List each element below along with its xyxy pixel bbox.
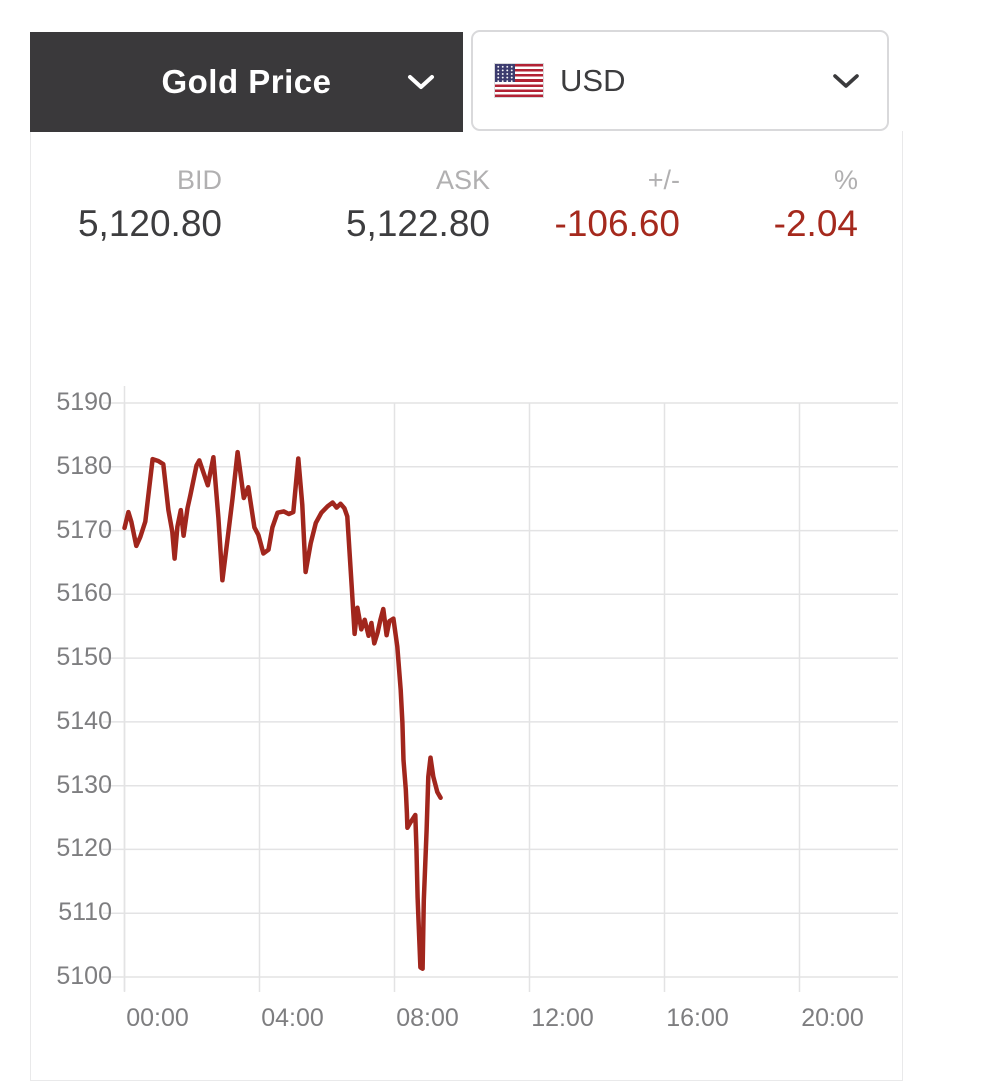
y-tick-label: 5170	[56, 515, 112, 544]
bid-label: BID	[176, 165, 222, 195]
quote-ask: ASK 5,122.80	[222, 166, 490, 243]
x-tick-label: 00:00	[126, 1004, 189, 1032]
y-tick-label: 5130	[56, 770, 112, 799]
quote-percent: % -2.04	[680, 166, 858, 243]
ask-value: 5,122.80	[345, 203, 490, 244]
chevron-down-icon	[407, 74, 435, 90]
y-tick-label: 5100	[56, 962, 112, 990]
quote-change: +/- -106.60	[490, 165, 681, 244]
x-tick-label: 16:00	[666, 1004, 729, 1032]
metal-selector-dropdown[interactable]: Gold Price	[30, 32, 463, 132]
x-tick-label: 08:00	[396, 1004, 459, 1032]
x-tick-label: 04:00	[261, 1004, 324, 1032]
quote-bid: BID 5,120.80	[30, 166, 222, 243]
x-tick-label: 20:00	[801, 1004, 864, 1032]
chevron-down-icon	[832, 73, 860, 89]
bid-value: 5,120.80	[77, 203, 222, 244]
metal-selector-label: Gold Price	[161, 63, 332, 100]
currency-selector-label: USD	[560, 62, 626, 98]
y-tick-label: 5150	[56, 643, 112, 672]
usa-flag-icon	[495, 64, 543, 97]
change-value: -106.60	[554, 203, 681, 244]
y-tick-label: 5120	[56, 834, 112, 863]
ask-label: ASK	[435, 165, 490, 195]
y-tick-label: 5160	[56, 579, 112, 608]
currency-selector-dropdown[interactable]: USD	[471, 30, 889, 131]
quote-row: BID 5,120.80 ASK 5,122.80 +/- -106.60 % …	[30, 166, 858, 243]
y-tick-label: 5190	[56, 388, 112, 416]
y-tick-label: 5140	[56, 706, 112, 735]
y-tick-label: 5180	[56, 451, 112, 480]
x-tick-label: 12:00	[531, 1004, 594, 1032]
percent-value: -2.04	[773, 203, 858, 244]
percent-label: %	[833, 165, 858, 195]
y-tick-label: 5110	[58, 898, 112, 927]
change-label: +/-	[647, 165, 680, 195]
